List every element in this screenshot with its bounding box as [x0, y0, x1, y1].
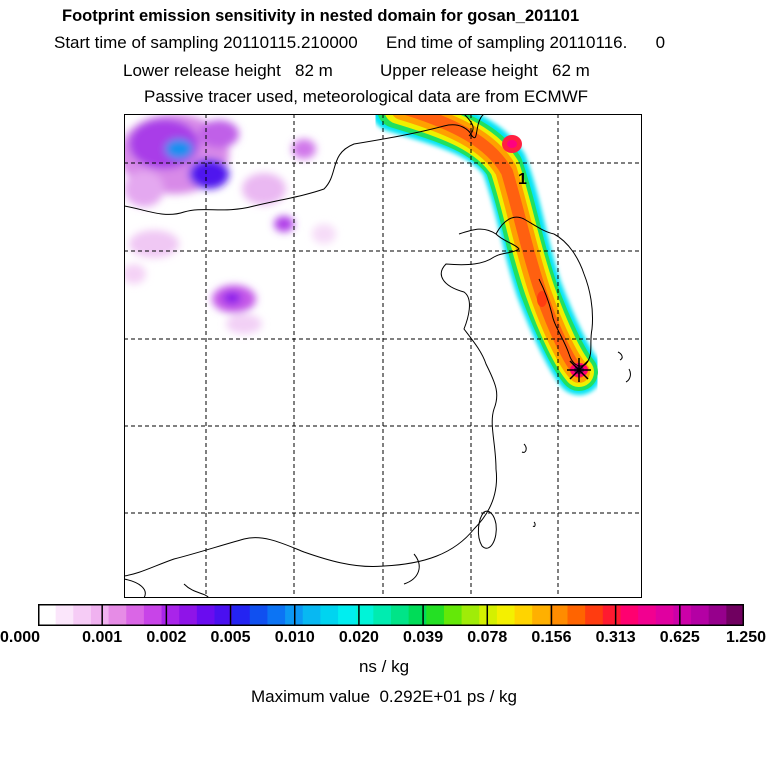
colorbar-swatch	[373, 604, 392, 626]
colorbar-tick-label: 0.020	[338, 629, 379, 646]
colorbar-swatch	[691, 604, 710, 626]
colorbar-swatch	[532, 604, 551, 626]
colorbar-swatch	[126, 604, 145, 626]
colorbar-swatch	[726, 604, 744, 626]
plume-label: 1	[518, 171, 527, 188]
maximum-value: Maximum value 0.292E+01 ps / kg	[251, 687, 517, 706]
colorbar-tick-label: 0.001	[82, 629, 123, 646]
colorbar-swatch	[426, 604, 445, 626]
colorbar-swatch	[196, 604, 216, 626]
colorbar-swatch	[249, 604, 269, 626]
colorbar-swatch	[638, 604, 657, 626]
release-heights: Lower release height 82 m Upper release …	[123, 61, 590, 80]
colorbar-swatch	[461, 604, 480, 626]
colorbar-tick-label: 0.005	[210, 629, 251, 646]
colorbar-swatch	[179, 604, 198, 626]
colorbar-tick-label: 0.010	[274, 629, 315, 646]
colorbar-tick-label: 0.078	[467, 629, 508, 646]
colorbar-swatch	[143, 604, 163, 626]
colorbar-swatch	[232, 604, 251, 626]
colorbar-swatch	[602, 604, 622, 626]
colorbar-swatch	[391, 604, 410, 626]
colorbar-swatch	[549, 604, 569, 626]
colorbar-swatch	[267, 604, 286, 626]
colorbar-swatch	[408, 604, 427, 626]
colorbar-swatch	[585, 604, 604, 626]
footprint-map: 1	[124, 114, 642, 598]
colorbar-swatch	[355, 604, 374, 626]
plot-title: Footprint emission sensitivity in nested…	[62, 7, 580, 25]
colorbar-swatch	[655, 604, 674, 626]
colorbar-swatch	[496, 604, 516, 626]
colorbar-swatch	[443, 604, 463, 626]
colorbar-tick-label: 0.313	[595, 629, 636, 646]
colorbar-swatch	[338, 604, 357, 626]
colorbar-swatch	[55, 604, 74, 626]
colorbar-swatch	[108, 604, 127, 626]
colorbar-tick-label: 1.250	[725, 629, 766, 646]
colorbar-swatch	[514, 604, 533, 626]
map-grid	[124, 114, 642, 598]
colorbar-tick-label: 0.039	[403, 629, 444, 646]
colorbar-swatch	[161, 604, 180, 626]
colorbar-swatch	[90, 604, 110, 626]
colorbar-swatch	[38, 604, 57, 626]
colorbar-swatch	[302, 604, 321, 626]
colorbar-tick-label: 0.156	[531, 629, 572, 646]
colorbar-swatch	[320, 604, 339, 626]
colorbar-tick-label: 0.625	[659, 629, 700, 646]
colorbar-swatch	[673, 604, 692, 626]
low-sensitivity-patches	[124, 114, 336, 334]
sampling-times: Start time of sampling 20110115.210000 E…	[54, 33, 666, 52]
colorbar-swatch	[73, 604, 92, 626]
colorbar-tick-label: 0.000	[0, 629, 41, 646]
colorbar	[38, 604, 744, 626]
asterisk-icon	[567, 358, 591, 382]
tracer-info: Passive tracer used, meteorological data…	[144, 87, 589, 106]
colorbar-swatch	[708, 604, 727, 626]
colorbar-swatch	[214, 604, 233, 626]
colorbar-swatch	[567, 604, 586, 626]
colorbar-swatch	[479, 604, 498, 626]
colorbar-swatch	[620, 604, 639, 626]
colorbar-tick-label: 0.002	[146, 629, 187, 646]
units-label: ns / kg	[358, 657, 410, 676]
